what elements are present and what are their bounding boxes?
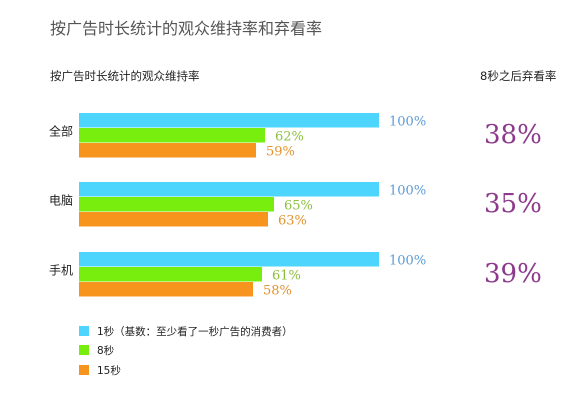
legend-swatch (79, 345, 89, 355)
category-label: 全部 (49, 124, 73, 139)
bar-value-label: 100% (389, 115, 426, 130)
bars-group: 全部 100% 62%59% 38% 电脑 100% 65%63% 35% 手机 100% 61%5… (49, 113, 542, 299)
category-label: 电脑 (49, 194, 73, 208)
bar-value-label: 100% (389, 184, 426, 199)
bar (79, 267, 262, 282)
bar-value-label: 58% (263, 284, 292, 299)
abandon-header: 8秒之后弃看率 (480, 69, 556, 83)
chart-title: 按广告时长统计的观众维持率和弃看率 (50, 19, 322, 38)
bar (79, 197, 274, 212)
bar-value-label: 62% (275, 130, 304, 145)
bar (79, 182, 379, 197)
abandon-rate: 39% (484, 259, 542, 289)
bar-value-label: 65% (284, 199, 313, 214)
bar-value-label: 100% (389, 254, 426, 269)
bar (79, 128, 265, 143)
legend-swatch (79, 326, 89, 336)
legend-label: 15秒 (97, 364, 121, 377)
bar (79, 113, 379, 128)
bar (79, 282, 253, 297)
abandon-rate: 35% (484, 189, 542, 219)
legend: 1秒（基数：至少看了一秒广告的消费者） 8秒 15秒 (79, 325, 293, 377)
retention-header: 按广告时长统计的观众维持率 (50, 69, 200, 83)
category-group: 电脑 100% 65%63% 35% (49, 182, 542, 229)
bar (79, 212, 268, 227)
bar (79, 143, 256, 158)
abandon-rate: 38% (484, 120, 542, 150)
bar-value-label: 59% (266, 145, 295, 160)
bar-value-label: 63% (278, 214, 307, 229)
category-group: 手机 100% 61%58% 39% (49, 252, 542, 299)
category-label: 手机 (49, 264, 73, 278)
category-group: 全部 100% 62%59% 38% (49, 113, 542, 160)
bar-value-label: 61% (272, 269, 301, 284)
bar (79, 252, 379, 267)
legend-label: 8秒 (97, 344, 115, 357)
legend-swatch (79, 365, 89, 375)
legend-label: 1秒（基数：至少看了一秒广告的消费者） (97, 325, 293, 338)
